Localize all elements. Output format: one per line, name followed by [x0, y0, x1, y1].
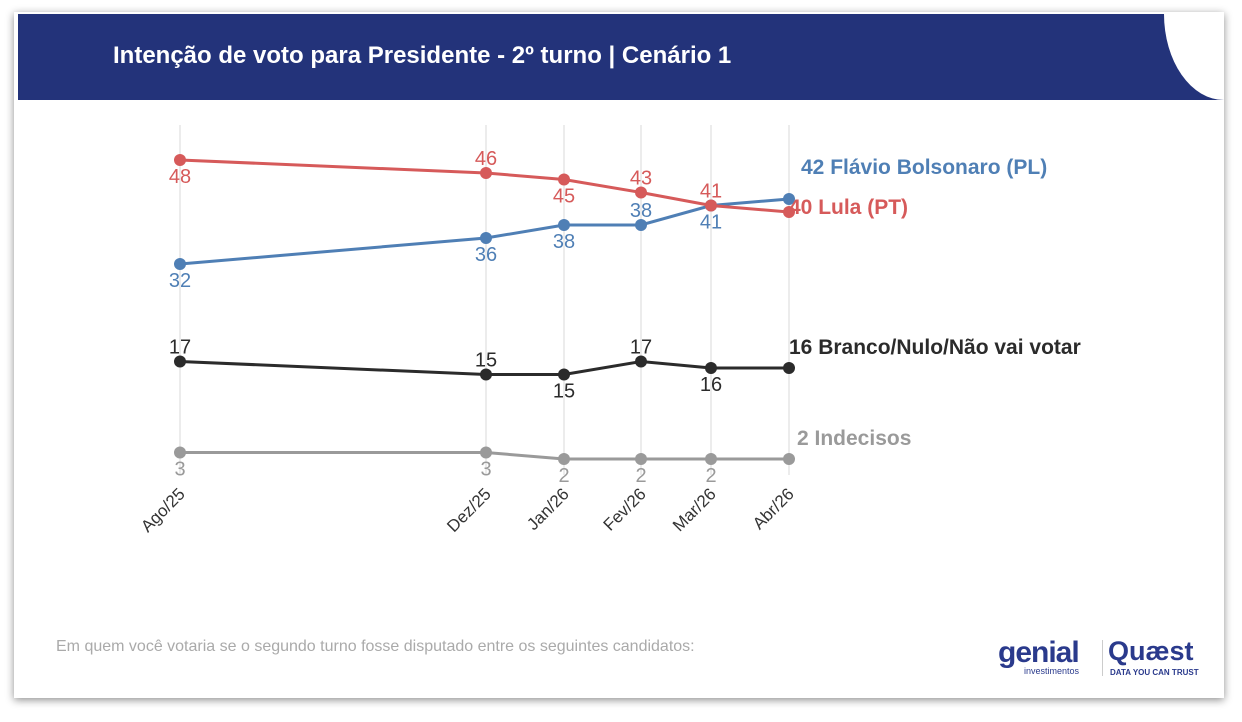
data-point	[558, 219, 570, 231]
data-label: 45	[553, 186, 575, 208]
data-point	[635, 453, 647, 465]
title-bar: Intenção de voto para Presidente - 2º tu…	[18, 14, 1224, 100]
x-tick-label: Dez/25	[443, 484, 495, 536]
data-point	[480, 167, 492, 179]
data-label: 41	[700, 212, 722, 234]
data-point	[783, 453, 795, 465]
data-label: 16	[700, 374, 722, 396]
x-tick-label: Fev/26	[600, 484, 650, 534]
data-label: 2	[558, 465, 569, 487]
data-point	[783, 193, 795, 205]
data-point	[635, 355, 647, 368]
data-label: 38	[553, 231, 575, 253]
series-line	[180, 451, 789, 461]
series-end-label: 42 Flávio Bolsonaro (PL)	[801, 156, 1047, 179]
data-point	[174, 446, 186, 459]
data-point	[174, 258, 186, 270]
data-label: 2	[705, 465, 716, 487]
data-point	[480, 368, 492, 381]
data-point	[783, 362, 795, 374]
data-label: 46	[475, 148, 497, 170]
x-tick-label: Mar/26	[669, 484, 720, 535]
data-label: 3	[174, 459, 185, 481]
data-label: 15	[475, 350, 497, 372]
series-end-label: 16 Branco/Nulo/Não vai votar	[789, 336, 1081, 359]
data-point	[558, 173, 570, 186]
data-point	[480, 446, 492, 459]
data-label: 17	[630, 337, 652, 359]
data-point	[480, 232, 492, 244]
x-tick-label: Jan/26	[523, 484, 573, 534]
data-label: 15	[553, 381, 575, 403]
logo-separator	[1102, 640, 1103, 676]
data-point	[635, 186, 647, 199]
series-end-label: 40 Lula (PT)	[789, 196, 908, 219]
data-point	[705, 453, 717, 465]
quaest-logo: Quæst	[1108, 636, 1194, 666]
chart-card: Intenção de voto para Presidente - 2º tu…	[14, 12, 1224, 698]
data-label: 43	[630, 168, 652, 190]
data-label: 38	[630, 200, 652, 222]
data-label: 41	[700, 181, 722, 203]
data-point	[705, 199, 717, 212]
quaest-logo-sub: DATA YOU CAN TRUST	[1110, 668, 1199, 677]
logos: genial investimentos Quæst DATA YOU CAN …	[998, 636, 1218, 682]
data-label: 32	[169, 270, 191, 292]
x-tick-label: Ago/25	[137, 484, 189, 536]
series-end-label: 2 Indecisos	[797, 427, 911, 450]
data-point	[705, 362, 717, 374]
series-line	[179, 158, 790, 214]
data-label: 17	[169, 337, 191, 359]
footnote: Em quem você votaria se o segundo turno …	[56, 638, 695, 655]
data-point	[558, 453, 570, 465]
data-label: 3	[480, 459, 491, 481]
x-tick-label: Abr/26	[749, 484, 798, 533]
data-point	[174, 154, 186, 166]
series-line	[179, 359, 789, 376]
data-label: 48	[169, 166, 191, 188]
data-label: 2	[635, 465, 646, 487]
series-line	[179, 197, 790, 266]
genial-logo-sub: investimentos	[1024, 666, 1080, 676]
data-point	[635, 219, 647, 231]
chart-title: Intenção de voto para Presidente - 2º tu…	[113, 42, 732, 69]
data-point	[558, 368, 570, 381]
data-point	[174, 355, 186, 368]
genial-logo: genial	[998, 636, 1080, 669]
data-point	[783, 206, 795, 218]
data-label: 36	[475, 244, 497, 266]
